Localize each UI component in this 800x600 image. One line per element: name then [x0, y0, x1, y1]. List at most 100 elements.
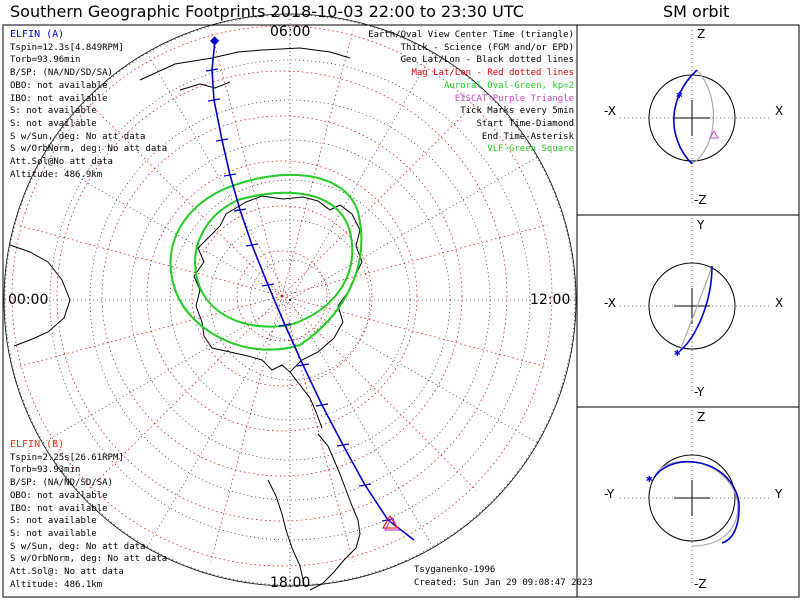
- orbit3-left: -Y: [604, 487, 615, 501]
- legend-item: Mag Lat/Lon - Red dotted lines: [411, 68, 574, 79]
- elfin-b-name: ELFIN (B): [10, 439, 65, 450]
- legend-item: EISCAT-Purple Triangle: [454, 93, 574, 104]
- elfin-b-line: Altitude: 486.1km: [10, 579, 103, 590]
- elfin-b-line: Att.Sol@: No att data: [10, 567, 124, 578]
- mag-lat-circle: [236, 250, 328, 342]
- track-tick: [245, 243, 259, 247]
- orbit-end-asterisk: ✱: [674, 346, 681, 359]
- page-title: Southern Geographic Footprints 2018-10-0…: [10, 2, 524, 21]
- orbit-trace-front: [679, 265, 713, 352]
- coastline: [9, 47, 363, 591]
- elfin-a-line: Att.Sol@No att data: [10, 157, 113, 168]
- orbit1-top: Z: [697, 27, 706, 41]
- model-label: Tsyganenko-1996: [414, 565, 496, 575]
- mlt-top-label: 06:00: [270, 24, 311, 40]
- elfin-a-line: IBO: not available: [10, 93, 108, 104]
- mag-lon-line: [16, 295, 283, 368]
- orbit2-right: X: [775, 296, 784, 310]
- eiscat-triangle: [383, 516, 401, 531]
- mag-lat-circle: [101, 115, 463, 477]
- elfin-a-line: S w/OrbNorm, deg: No att data: [10, 144, 168, 155]
- start-diamond: ◆: [210, 33, 220, 47]
- center-triangle: [382, 515, 398, 529]
- mag-grid: [11, 25, 553, 567]
- elfin-b-line: S: not available: [10, 516, 97, 527]
- legend-item: Auroral Oval-Green, kp=2: [443, 80, 574, 91]
- orbit2-left: -X: [604, 296, 616, 310]
- track-tick: [215, 138, 229, 142]
- elfin-a-name: ELFIN (A): [10, 29, 65, 40]
- orbit-end-asterisk: ✱: [676, 88, 683, 101]
- mlt-left-label: 00:00: [8, 292, 49, 308]
- elfin-a-line: Torb=93.96min: [10, 55, 81, 66]
- orbit-trace-front: [653, 461, 740, 544]
- mag-lat-circle: [191, 205, 373, 387]
- track-tick: [358, 483, 372, 487]
- orbit2-top: Y: [697, 218, 705, 232]
- orbit3-right: Y: [775, 487, 783, 501]
- mag-lon-line: [281, 295, 354, 562]
- track-tick: [261, 283, 275, 287]
- mag-lon-line: [281, 295, 548, 368]
- earth-circle: [648, 454, 736, 542]
- elfin-a-line: S: not available: [10, 118, 97, 129]
- auroral-ovals: [169, 173, 363, 351]
- map-boundary: [3, 13, 577, 587]
- earth-circle: [648, 262, 736, 350]
- geo-lon-line: [289, 157, 537, 301]
- orbit-trace-front: [673, 69, 698, 165]
- track-tick: [336, 443, 350, 447]
- mag-lon-line: [281, 30, 354, 297]
- track-tick: [233, 208, 247, 212]
- track-tick: [207, 98, 221, 102]
- orbit-panels: ✱ ✱ ✱: [620, 30, 770, 586]
- elfin-a-line: Tspin=12.3s[4.849RPM]: [10, 42, 124, 53]
- mag-lon-line: [281, 224, 548, 297]
- elfin-a-line: S w/Sun, deg: No att data: [10, 131, 146, 142]
- mag-lon-line: [281, 295, 477, 491]
- mlt-right-label: 12:00: [530, 292, 571, 308]
- track-tick: [315, 403, 329, 407]
- legend-item: Tick Marks every 5min: [460, 106, 574, 117]
- elfin-a-line: Altitude: 486.9km: [10, 169, 103, 180]
- geo-grid: [3, 13, 577, 587]
- orbit3-bottom: -Z: [694, 577, 707, 591]
- orbit3-top: Z: [697, 410, 706, 424]
- mag-lon-line: [87, 101, 283, 297]
- legend-item: Start Time-Diamond: [476, 118, 574, 129]
- legend-item: Thick - Science (FGM and/or EPD): [400, 42, 574, 53]
- orbit-title: SM orbit: [663, 2, 730, 21]
- track-tick: [278, 323, 292, 327]
- elfin-a-line: B/SP: (NA/ND/SD/SA): [10, 68, 113, 79]
- legend-item: VLF-Green Square: [487, 144, 574, 155]
- elfin-b-line: S w/Sun, deg: No att data: [10, 541, 146, 552]
- elfin-b-line: S w/OrbNorm, deg: No att data: [10, 554, 168, 565]
- orbit2-bottom: -Y: [694, 385, 705, 399]
- elfin-b-line: Torb=93.93min: [10, 465, 81, 476]
- orbit-frame: [576, 24, 800, 598]
- legend: Earth/Oval View Center Time (triangle) Th…: [368, 29, 574, 156]
- mag-lon-line: [210, 30, 283, 297]
- mag-lon-line: [281, 101, 477, 297]
- elfin-a-line: OBO: not available: [10, 80, 108, 91]
- created-label: Created: Sun Jan 29 09:08:47 2023: [414, 578, 593, 588]
- mlt-bottom-label: 18:00: [270, 575, 311, 591]
- mag-lon-line: [87, 295, 283, 491]
- mag-lon-line: [210, 295, 283, 562]
- orbit-trace-back: [679, 265, 713, 352]
- elfin-b-line: Tspin=2.25s[26.61RPM]: [10, 452, 124, 463]
- orbit-trace-back: [653, 460, 739, 547]
- track-tick: [223, 173, 237, 177]
- elfin-a-line: S: not available: [10, 106, 97, 117]
- orbit-trace-back: [691, 69, 715, 165]
- mag-lat-circle: [56, 70, 508, 522]
- elfin-b-info: ELFIN (B) Tspin=2.25s[26.61RPM] Torb=93.…: [10, 439, 167, 591]
- legend-item: Earth/Oval View Center Time (triangle): [368, 30, 574, 40]
- orbit-eiscat-triangle: [709, 129, 719, 139]
- legend-item: Geo Lat/Lon - Black dotted lines: [400, 55, 574, 66]
- orbit-end-asterisk: ✱: [646, 472, 653, 485]
- geo-lon-line: [43, 299, 291, 443]
- mag-lat-circle: [146, 160, 418, 432]
- orbit1-left: -X: [604, 104, 616, 118]
